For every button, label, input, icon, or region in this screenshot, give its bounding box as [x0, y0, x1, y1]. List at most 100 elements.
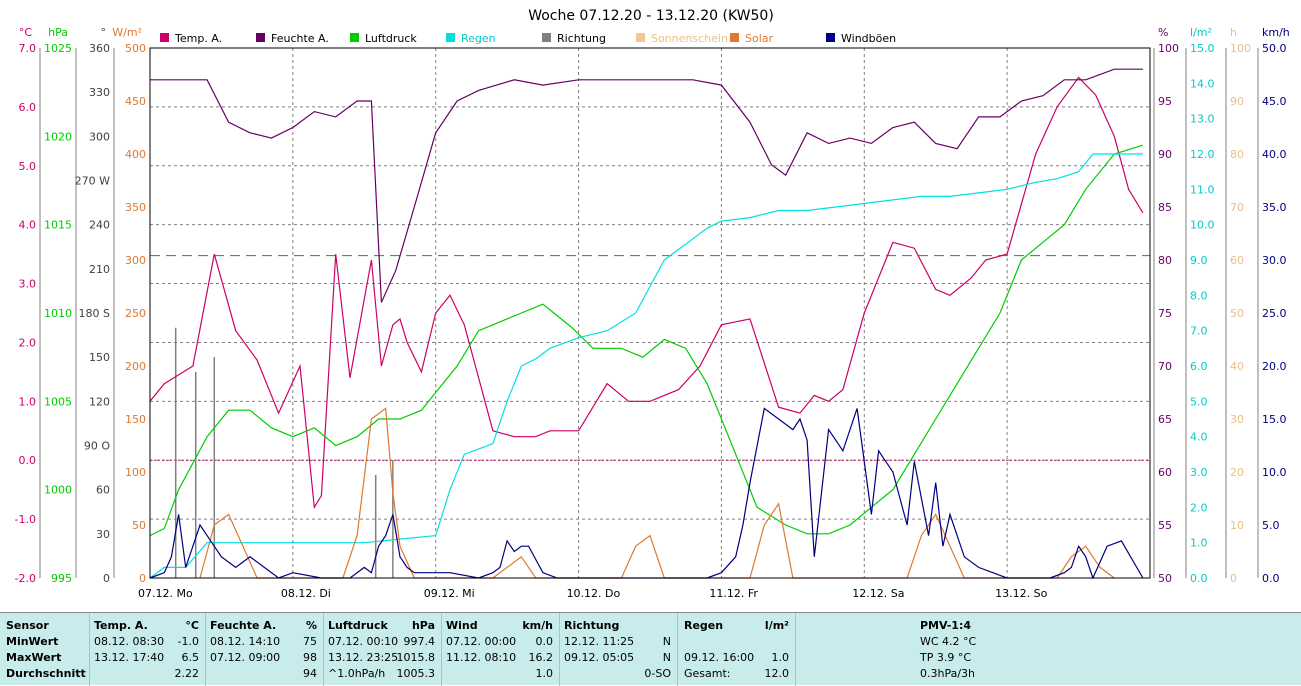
axis-left-1-tick: 1000	[44, 484, 72, 497]
legend-swatch-humid	[256, 33, 265, 42]
axis-right-1-tick: 0.0	[1190, 572, 1208, 585]
axis-left-3-tick: 50	[132, 519, 146, 532]
axis-left-2-tick: 180 S	[79, 307, 110, 320]
stats-col-pmv: PMV-1:4 WC 4.2 °C TP 3.9 °C 0.3hPa/3h	[796, 613, 1301, 686]
axis-right-2-tick: 90	[1230, 95, 1244, 108]
axis-left-3-tick: 400	[125, 148, 146, 161]
rain-max-val: 1.0	[771, 651, 790, 664]
wind-avg: 1.0	[535, 667, 554, 680]
axis-right-0-tick: 85	[1158, 201, 1172, 214]
series-line-rain	[149, 153, 1143, 579]
axis-left-1-unit: hPa	[48, 26, 68, 39]
axis-left-0-tick: -1.0	[15, 513, 36, 526]
legend-swatch-rain	[446, 33, 455, 42]
stats-col-rain: Regen l/m² 09.12. 16:00 1.0 Gesamt: 12.0	[678, 613, 796, 686]
axis-left-2-tick: 150	[89, 351, 110, 364]
axis-right-1-tick: 6.0	[1190, 360, 1208, 373]
temp-unit: °C	[185, 619, 199, 632]
press-min-val: 997.4	[403, 635, 436, 648]
axis-left-2-tick: 270 W	[75, 175, 110, 188]
axis-right-1-tick: 13.0	[1190, 113, 1215, 126]
day-label: 09.12. Mi	[424, 587, 475, 600]
legend-label-humid: Feuchte A.	[271, 32, 329, 45]
dir-max-time: 09.12. 05:05	[564, 651, 635, 664]
axis-right-2-tick: 70	[1230, 201, 1244, 214]
wind-header: Wind	[446, 619, 478, 632]
axis-right-3-unit: km/h	[1262, 26, 1290, 39]
dir-max-val: N	[662, 651, 671, 664]
humid-avg: 94	[303, 667, 317, 680]
wind-max-val: 16.2	[528, 651, 554, 664]
axis-left-3-tick: 100	[125, 466, 146, 479]
legend-swatch-gust	[826, 33, 835, 42]
axis-right-1-tick: 11.0	[1190, 183, 1215, 196]
day-labels: 07.12. Mo 08.12. Di 09.12. Mi 10.12. Do 11.1…	[138, 587, 1048, 600]
axis-left-3-tick: 150	[125, 413, 146, 426]
axis-right-0-unit: %	[1158, 26, 1168, 39]
day-label: 12.12. Sa	[852, 587, 904, 600]
legend-label-press: Luftdruck	[365, 32, 417, 45]
day-label: 07.12. Mo	[138, 587, 193, 600]
plot-frame	[149, 47, 1151, 579]
day-label: 11.12. Fr	[709, 587, 758, 600]
series-line-humid	[150, 68, 1143, 303]
axis-left-1-tick: 1015	[44, 219, 72, 232]
axis-left-3-tick: 250	[125, 307, 146, 320]
axis-left-0-tick: 2.0	[19, 336, 37, 349]
temp-min-time: 08.12. 08:30	[94, 635, 165, 648]
dir-avg: 0-SO	[644, 667, 671, 680]
axis-left-0-tick: -2.0	[15, 572, 36, 585]
legend: Temp. A. Feuchte A. Luftdruck Regen Richtung…	[160, 32, 896, 45]
axis-left-0-tick: 3.0	[19, 278, 37, 291]
axis-left-2-tick: 90 O	[84, 440, 110, 453]
weather-chart: Woche 07.12.20 - 13.12.20 (KW50) Temp. A…	[15, 8, 1290, 600]
axis-right-2-tick: 30	[1230, 413, 1244, 426]
axis-left-2-tick: 360	[89, 42, 110, 55]
axis-right-3-tick: 20.0	[1262, 360, 1287, 373]
axis-right-3-tick: 40.0	[1262, 148, 1287, 161]
axis-right-2-tick: 20	[1230, 466, 1244, 479]
axis-right-2-tick: 60	[1230, 254, 1244, 267]
axis-right-3-tick: 5.0	[1262, 519, 1280, 532]
row-label-min: MinWert	[6, 635, 59, 648]
legend-swatch-press	[350, 33, 359, 42]
legend-label-solar: Solar	[745, 32, 774, 45]
axis-right-2-tick: 40	[1230, 360, 1244, 373]
stats-col-sensor: Sensor MinWert MaxWert Durchschnitt	[0, 613, 90, 686]
temp-max-val: 6.5	[181, 651, 200, 664]
humid-header: Feuchte A.	[210, 619, 277, 632]
axis-left-0-tick: 0.0	[19, 454, 37, 467]
press-min-time: 07.12. 00:10	[328, 635, 399, 648]
axis-left-3-tick: 0	[139, 572, 146, 585]
legend-label-dir: Richtung	[557, 32, 606, 45]
axis-left-2-tick: 30	[96, 528, 110, 541]
axis-right-1-tick: 4.0	[1190, 431, 1208, 444]
press-max-time: 13.12. 23:25	[328, 651, 399, 664]
rain-max-time: 09.12. 16:00	[684, 651, 755, 664]
legend-swatch-temp	[160, 33, 169, 42]
axis-right-3-tick: 45.0	[1262, 95, 1287, 108]
axis-right-1-tick: 1.0	[1190, 537, 1208, 550]
stats-col-humid: Feuchte A. % 08.12. 14:10 75 07.12. 09:0…	[206, 613, 324, 686]
dir-min-val: N	[662, 635, 671, 648]
axis-right-3-tick: 15.0	[1262, 413, 1287, 426]
sensor-header: Sensor	[6, 619, 49, 632]
press-unit: hPa	[411, 619, 435, 632]
series-line-solar	[199, 407, 1115, 579]
axis-right-0-tick: 75	[1158, 307, 1172, 320]
wind-unit: km/h	[522, 619, 553, 632]
axis-right-3-tick: 25.0	[1262, 307, 1287, 320]
axis-right-2-tick: 0	[1230, 572, 1237, 585]
axis-left-2-unit: °	[101, 26, 107, 39]
axis-left-1-tick: 995	[51, 572, 72, 585]
humid-max-time: 07.12. 09:00	[210, 651, 281, 664]
wind-min-time: 07.12. 00:00	[446, 635, 517, 648]
axis-right-2-tick: 100	[1230, 42, 1251, 55]
axis-left-2-tick: 330	[89, 86, 110, 99]
row-label-max: MaxWert	[6, 651, 62, 664]
axis-left-3-unit: W/m²	[112, 26, 142, 39]
axis-right-2-tick: 10	[1230, 519, 1244, 532]
axis-right-0-tick: 55	[1158, 519, 1172, 532]
axis-left-2-tick: 60	[96, 484, 110, 497]
axis-left-2-tick: 120	[89, 395, 110, 408]
